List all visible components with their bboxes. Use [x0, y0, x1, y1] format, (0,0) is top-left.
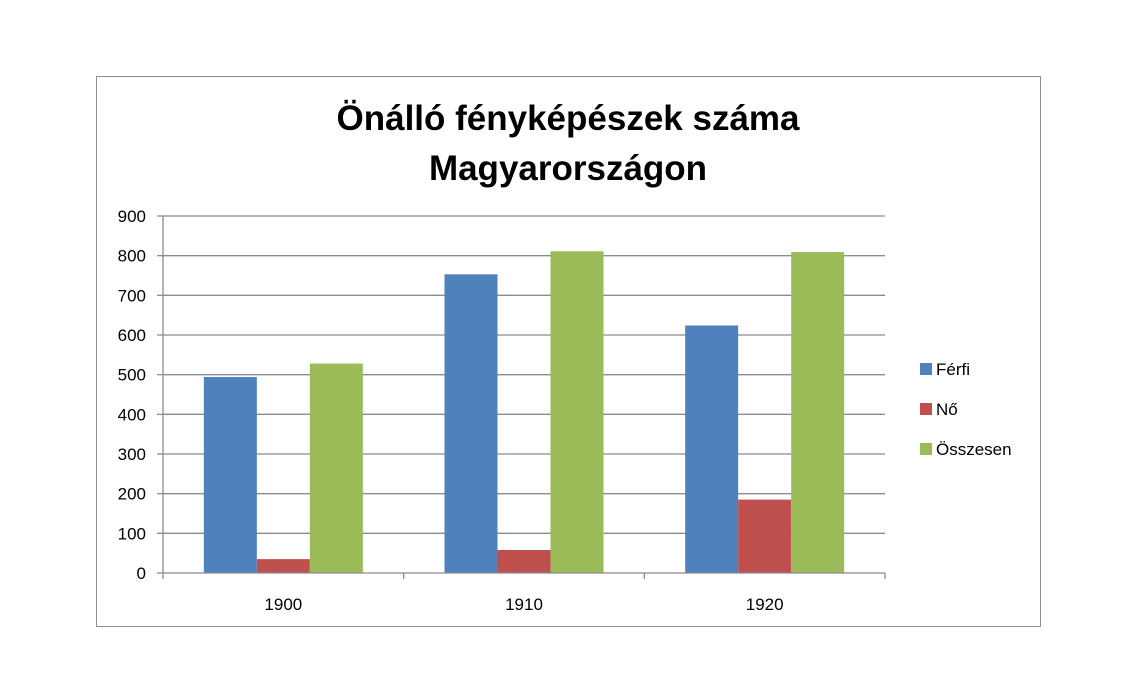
bar-nő-1910 [497, 549, 551, 573]
x-tick-label: 1900 [264, 595, 302, 614]
y-tick-label: 400 [118, 405, 146, 424]
bar-nő-1900 [256, 559, 310, 573]
legend-swatch-összesen [920, 443, 932, 455]
chart-title-line-1: Önálló fényképészek száma [337, 99, 801, 138]
y-tick-label: 100 [118, 524, 146, 543]
x-tick-label: 1910 [505, 595, 543, 614]
legend-label: Nő [936, 400, 958, 419]
chart-title: Önálló fényképészek száma Magyarországon [337, 99, 801, 188]
y-tick-label: 300 [118, 445, 146, 464]
legend-label: Összesen [936, 440, 1012, 459]
bar-férfi-1910 [444, 274, 498, 573]
y-tick-label: 0 [137, 564, 146, 583]
y-tick-label: 200 [118, 485, 146, 504]
y-tick-label: 900 [118, 207, 146, 226]
y-tick-label: 700 [118, 286, 146, 305]
bar-nő-1920 [738, 499, 792, 573]
y-tick-label: 600 [118, 326, 146, 345]
chart-title-line-2: Magyarországon [429, 149, 707, 188]
bar-összesen-1910 [550, 251, 604, 573]
legend-swatch-férfi [920, 363, 932, 375]
bars [203, 251, 845, 573]
y-axis-tick-labels: 0 100 200 300 400 500 600 700 800 900 [118, 207, 146, 583]
bar-összesen-1900 [309, 363, 363, 573]
bar-férfi-1920 [685, 325, 739, 573]
y-tick-label: 500 [118, 366, 146, 385]
axes [162, 216, 886, 579]
legend-swatch-nő [920, 403, 932, 415]
legend: Férfi Nő Összesen [920, 360, 1012, 459]
x-tick-label: 1920 [746, 595, 784, 614]
x-axis-tick-labels: 1900 1910 1920 [264, 595, 783, 614]
legend-label: Férfi [936, 360, 970, 379]
gridlines [157, 215, 885, 574]
y-tick-label: 800 [118, 247, 146, 266]
bar-összesen-1920 [791, 252, 845, 573]
bar-férfi-1900 [203, 377, 257, 573]
